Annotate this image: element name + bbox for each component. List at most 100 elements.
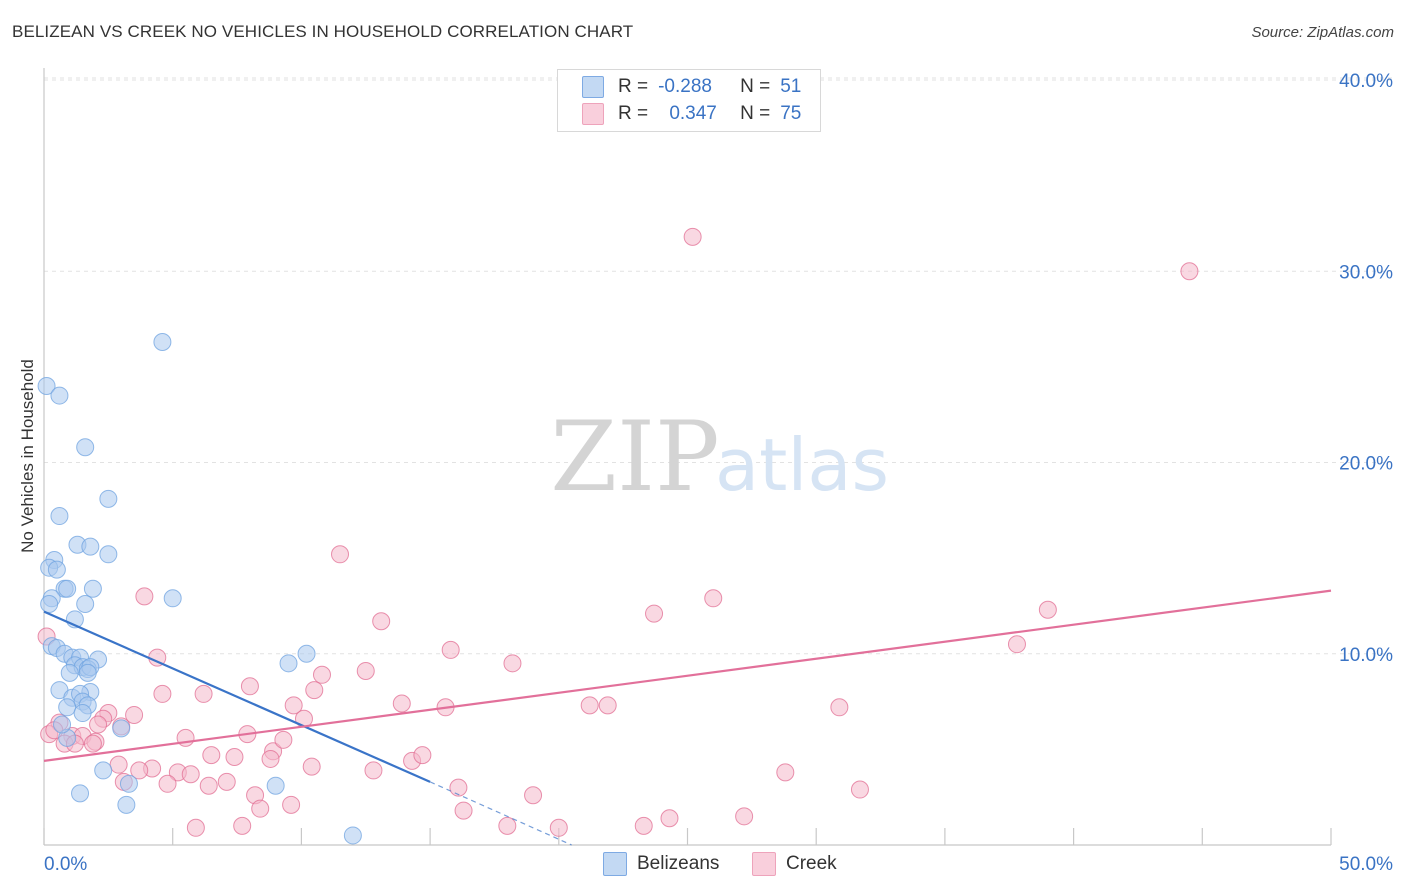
creek-trend-line bbox=[43, 589, 1332, 762]
creek-point bbox=[549, 818, 568, 837]
legend-r-label: R = bbox=[618, 103, 649, 124]
belizean-point bbox=[58, 579, 77, 598]
belizean-point bbox=[78, 663, 97, 682]
x-tick-label: 0.0% bbox=[44, 854, 87, 875]
creek-point bbox=[83, 734, 102, 753]
creek-point bbox=[660, 809, 679, 828]
creek-point bbox=[331, 545, 350, 564]
creek-point bbox=[186, 818, 205, 837]
legend-n-label: N = bbox=[740, 76, 771, 97]
creek-point bbox=[202, 746, 221, 765]
creek-point bbox=[524, 786, 543, 805]
bottom-legend-creek: Creek bbox=[752, 851, 837, 877]
creek-point bbox=[580, 696, 599, 715]
legend-n-value: 75 bbox=[780, 103, 802, 124]
bottom-legend-swatch-belizeans bbox=[603, 852, 627, 876]
creek-point bbox=[372, 612, 391, 631]
belizean-point bbox=[37, 377, 56, 395]
belizean-point bbox=[47, 560, 66, 579]
tick-labels: 10.0% 20.0% 30.0% 40.0% 0.0% 50.0% bbox=[44, 71, 1393, 875]
belizean-point bbox=[60, 663, 79, 682]
y-tick-label: 40.0% bbox=[1339, 71, 1393, 92]
belizean-point bbox=[58, 698, 77, 717]
legend-row-belizeans: R = -0.288 N = 51 bbox=[582, 74, 801, 100]
creek-point bbox=[498, 816, 517, 835]
legend-swatch-belizeans bbox=[582, 76, 604, 98]
belizean-point bbox=[297, 644, 316, 663]
creek-point bbox=[598, 696, 617, 715]
creek-point bbox=[441, 640, 460, 659]
creek-point bbox=[153, 684, 172, 703]
bottom-legend-label-belizeans: Belizeans bbox=[637, 853, 720, 874]
belizean-point bbox=[279, 654, 298, 673]
creek-point bbox=[199, 776, 218, 795]
belizean-point bbox=[94, 761, 113, 780]
creek-point bbox=[735, 807, 754, 826]
creek-point bbox=[312, 665, 331, 684]
watermark: ZIP atlas bbox=[550, 401, 889, 513]
bottom-legend-label-creek: Creek bbox=[786, 853, 837, 874]
belizean-point bbox=[119, 774, 138, 793]
creek-point bbox=[392, 694, 411, 713]
creek-point bbox=[413, 746, 432, 765]
correlation-legend: R = -0.288 N = 51 R = 0.347 N = 75 bbox=[557, 69, 821, 132]
creek-point bbox=[776, 763, 795, 782]
creek-point bbox=[683, 227, 702, 246]
creek-point bbox=[704, 589, 723, 608]
chart-title: BELIZEAN VS CREEK NO VEHICLES IN HOUSEHO… bbox=[12, 22, 634, 41]
watermark-atlas: atlas bbox=[715, 423, 889, 507]
creek-point bbox=[125, 705, 144, 724]
belizean-point bbox=[50, 386, 69, 405]
y-tick-label: 10.0% bbox=[1339, 645, 1393, 666]
belizean-point bbox=[40, 595, 59, 614]
belizean-point bbox=[163, 589, 182, 608]
bottom-legend-belizeans: Belizeans bbox=[603, 851, 719, 877]
creek-point bbox=[305, 681, 324, 700]
belizean-point bbox=[53, 715, 72, 734]
creek-point bbox=[240, 677, 259, 696]
trend-lines bbox=[43, 589, 1332, 846]
legend-row-creek: R = 0.347 N = 75 bbox=[582, 101, 801, 127]
bottom-legend-swatch-creek bbox=[752, 852, 776, 876]
creek-point bbox=[109, 755, 128, 774]
creek-point bbox=[302, 757, 321, 776]
watermark-zip: ZIP bbox=[550, 401, 719, 513]
creek-point bbox=[364, 761, 383, 780]
source-label: Source: ZipAtlas.com bbox=[1251, 24, 1394, 41]
y-tick-label: 20.0% bbox=[1339, 454, 1393, 475]
creek-point bbox=[449, 778, 468, 797]
belizean-trend-line bbox=[43, 610, 431, 783]
belizean-point bbox=[81, 537, 100, 556]
creek-point bbox=[233, 816, 252, 835]
legend-n-label: N = bbox=[740, 103, 771, 124]
creek-point bbox=[261, 749, 280, 768]
creek-point bbox=[282, 795, 301, 814]
belizean-point bbox=[343, 826, 362, 845]
gridlines bbox=[44, 77, 1392, 655]
creek-point bbox=[194, 684, 213, 703]
creek-point bbox=[251, 799, 270, 818]
belizean-point bbox=[50, 507, 69, 526]
belizean-point bbox=[112, 719, 131, 738]
creek-point bbox=[274, 730, 293, 749]
y-tick-label: 30.0% bbox=[1339, 262, 1393, 283]
creek-point bbox=[1038, 600, 1057, 619]
creek-point bbox=[135, 587, 154, 606]
belizean-point bbox=[117, 795, 136, 814]
belizean-point bbox=[99, 489, 118, 508]
creek-point bbox=[158, 774, 177, 793]
legend-r-value: 0.347 bbox=[669, 103, 717, 124]
belizean-points bbox=[37, 333, 362, 845]
creek-point bbox=[830, 698, 849, 717]
creek-points bbox=[37, 227, 1199, 837]
belizean-point bbox=[71, 784, 90, 803]
creek-point bbox=[284, 696, 303, 715]
creek-point bbox=[356, 661, 375, 680]
creek-point bbox=[181, 765, 200, 784]
creek-point bbox=[503, 654, 522, 673]
belizean-trend-extension bbox=[429, 781, 572, 846]
creek-point bbox=[217, 772, 236, 791]
belizean-point bbox=[73, 704, 92, 723]
creek-point bbox=[89, 715, 108, 734]
belizean-point bbox=[83, 579, 102, 598]
